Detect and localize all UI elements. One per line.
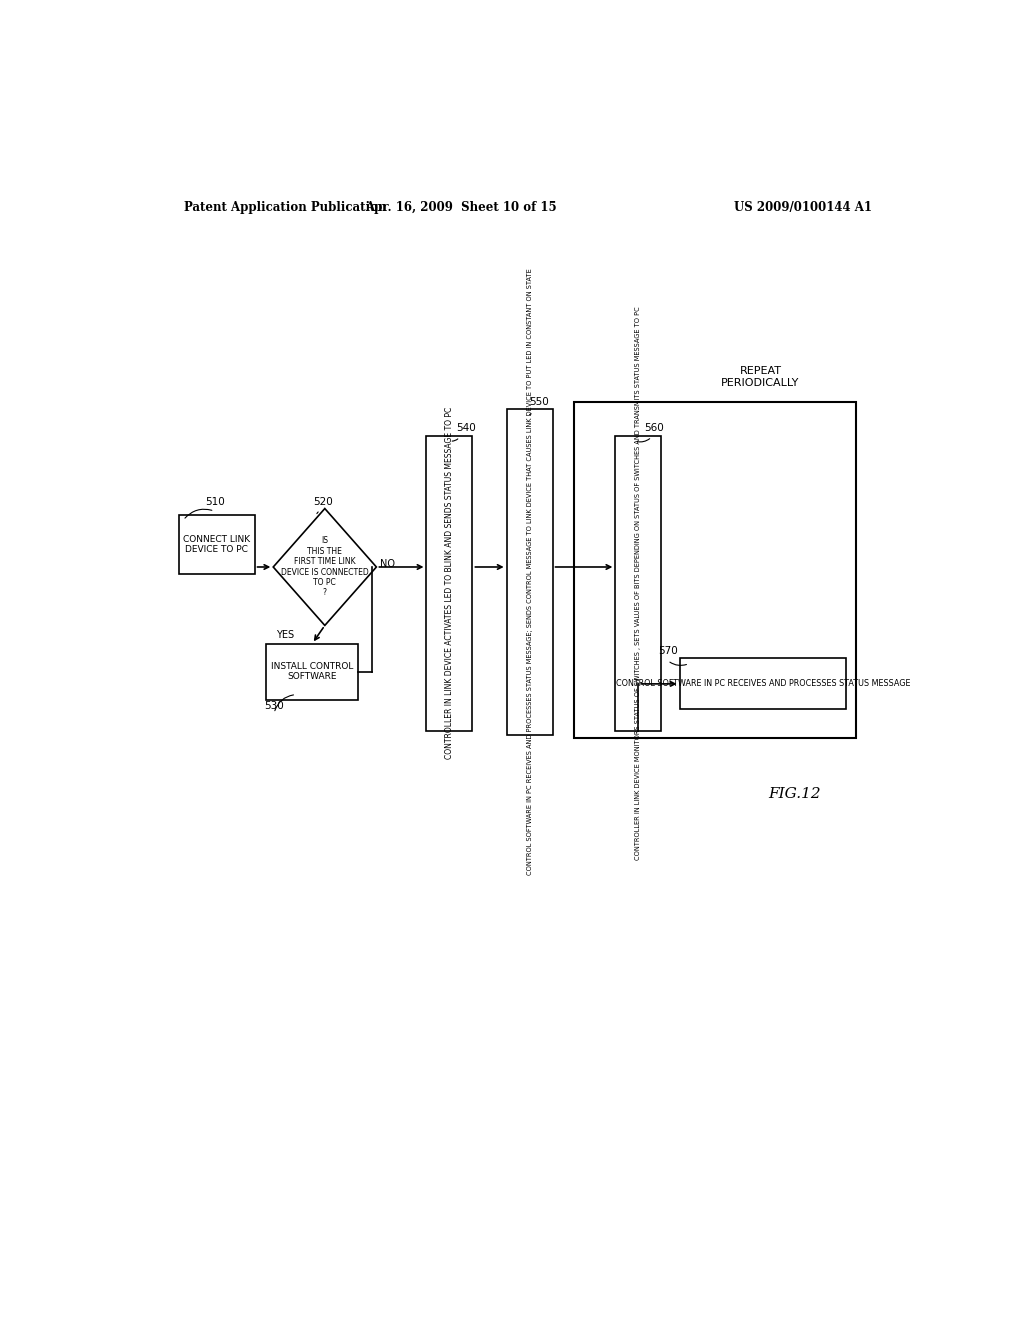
Text: Apr. 16, 2009  Sheet 10 of 15: Apr. 16, 2009 Sheet 10 of 15	[366, 201, 557, 214]
Text: CONNECT LINK
DEVICE TO PC: CONNECT LINK DEVICE TO PC	[183, 535, 251, 554]
Text: CONTROLLER IN LINK DEVICE ACTIVATES LED TO BLINK AND SENDS STATUS MESSAGE TO PC: CONTROLLER IN LINK DEVICE ACTIVATES LED …	[444, 407, 454, 759]
Text: 520: 520	[313, 498, 333, 507]
Text: 540: 540	[456, 422, 475, 433]
Text: CONTROL SOFTWARE IN PC RECEIVES AND PROCESSES STATUS MESSAGE; SENDS CONTROL MESS: CONTROL SOFTWARE IN PC RECEIVES AND PROC…	[526, 269, 532, 875]
Text: 510: 510	[205, 498, 224, 507]
Text: REPEAT
PERIODICALLY: REPEAT PERIODICALLY	[721, 366, 800, 388]
Bar	[266, 644, 357, 700]
Bar	[680, 659, 846, 709]
Text: INSTALL CONTROL
SOFTWARE: INSTALL CONTROL SOFTWARE	[271, 663, 353, 681]
Text: US 2009/0100144 A1: US 2009/0100144 A1	[733, 201, 871, 214]
Text: NO: NO	[380, 558, 395, 569]
Bar	[426, 436, 472, 731]
Text: 550: 550	[528, 397, 549, 408]
Polygon shape	[273, 508, 377, 626]
Bar	[179, 515, 255, 574]
Text: YES: YES	[276, 630, 294, 640]
Bar	[507, 409, 553, 735]
Text: 570: 570	[658, 647, 678, 656]
Text: 530: 530	[264, 701, 285, 711]
Text: FIG.12: FIG.12	[768, 787, 821, 801]
Text: IS
THIS THE
FIRST TIME LINK
DEVICE IS CONNECTED
TO PC
?: IS THIS THE FIRST TIME LINK DEVICE IS CO…	[281, 536, 369, 598]
Text: CONTROLLER IN LINK DEVICE MONITORS STATUS OF SWITCHES , SETS VALUES OF BITS DEPE: CONTROLLER IN LINK DEVICE MONITORS STATU…	[635, 306, 641, 861]
Text: 560: 560	[644, 422, 664, 433]
Text: CONTROL SOFTWARE IN PC RECEIVES AND PROCESSES STATUS MESSAGE: CONTROL SOFTWARE IN PC RECEIVES AND PROC…	[615, 680, 910, 688]
Text: Patent Application Publication: Patent Application Publication	[183, 201, 386, 214]
Bar	[615, 436, 662, 731]
Bar	[574, 403, 856, 738]
